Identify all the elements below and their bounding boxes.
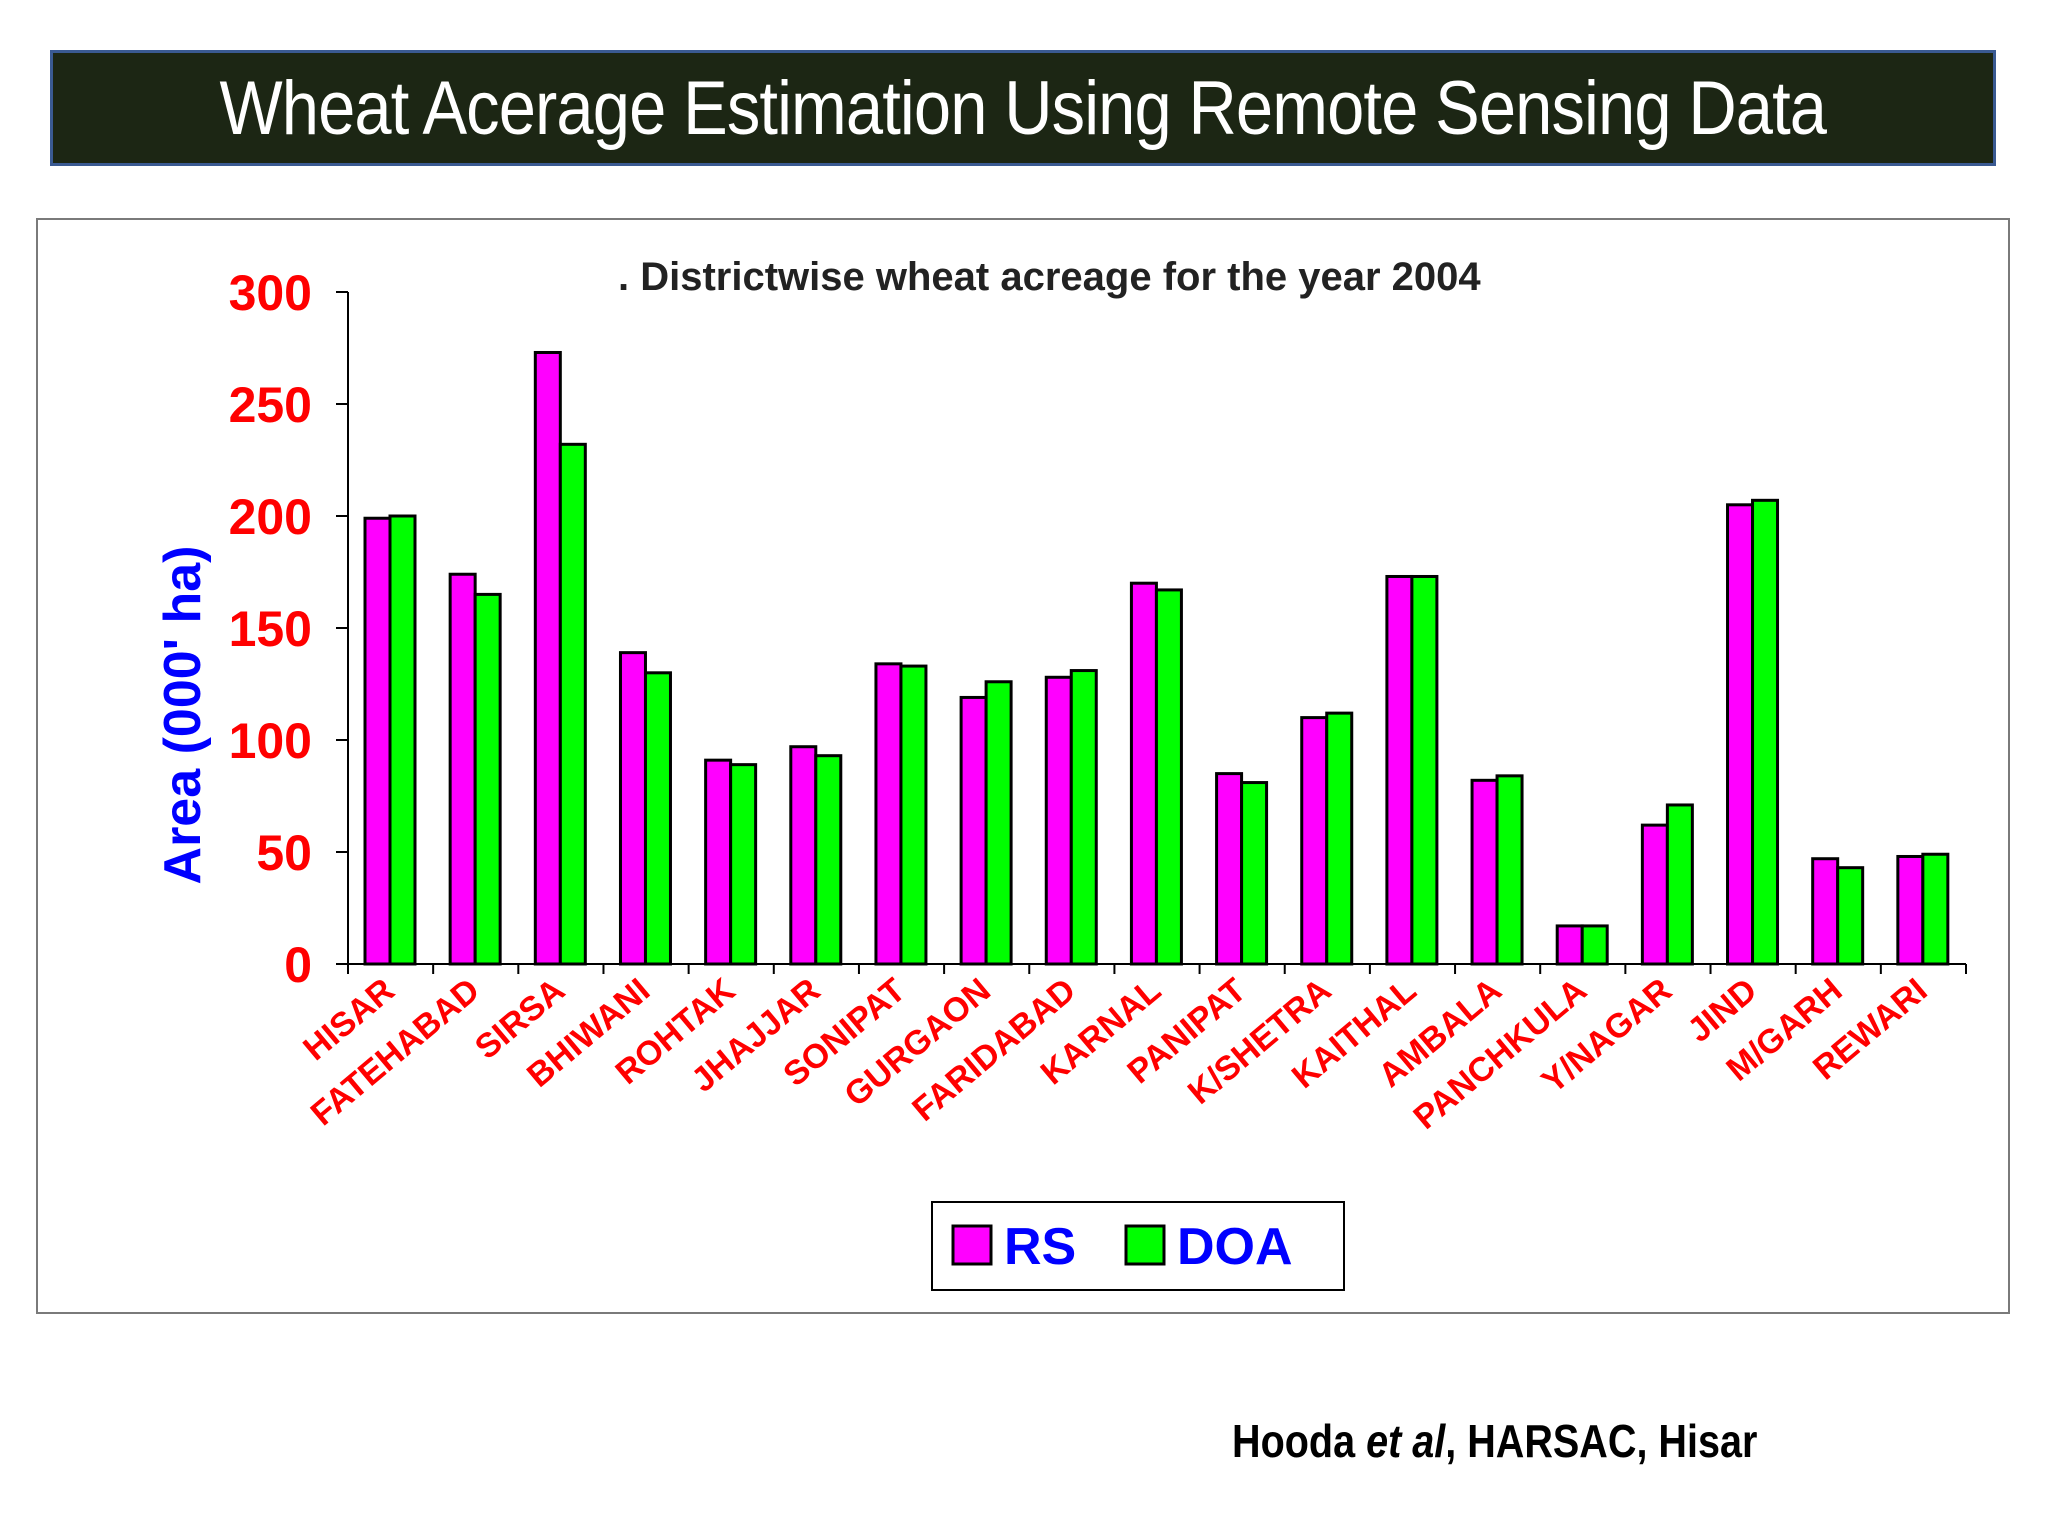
credit-etal: et al bbox=[1366, 1415, 1446, 1467]
y-tick-label: 250 bbox=[229, 377, 312, 433]
y-tick-label: 300 bbox=[229, 265, 312, 321]
bar-doa bbox=[1069, 669, 1098, 966]
bar-rs bbox=[448, 572, 477, 966]
bar-doa bbox=[1665, 803, 1694, 966]
chart-title: . Districtwise wheat acreage for the yea… bbox=[618, 255, 1481, 299]
bar-doa bbox=[1410, 574, 1439, 966]
chart-frame: . Districtwise wheat acreage for the yea… bbox=[36, 218, 2010, 1314]
bar-rs bbox=[704, 758, 733, 966]
legend-swatch-rs bbox=[951, 1224, 993, 1266]
bar-doa bbox=[729, 763, 758, 966]
bar-rs bbox=[1640, 823, 1669, 966]
legend-label-doa: DOA bbox=[1177, 1218, 1293, 1276]
credit-affiliation: , HARSAC, Hisar bbox=[1445, 1415, 1758, 1467]
bar-rs bbox=[1811, 857, 1840, 966]
bar-rs bbox=[1129, 581, 1158, 966]
bar-doa bbox=[1495, 774, 1524, 966]
bar-rs bbox=[1215, 772, 1244, 966]
bar-rs bbox=[1385, 574, 1414, 966]
y-tick-label: 200 bbox=[229, 489, 312, 545]
slide-title: Wheat Acerage Estimation Using Remote Se… bbox=[219, 65, 1827, 151]
y-axis-label: Area (000' ha) bbox=[154, 546, 212, 885]
bar-rs bbox=[1896, 854, 1925, 966]
plot-area: 050100150200250300HISARFATEHABADSIRSABHI… bbox=[229, 265, 1967, 1137]
bar-rs bbox=[1044, 675, 1073, 966]
bar-doa bbox=[1325, 711, 1354, 966]
bar-doa bbox=[388, 514, 417, 966]
bar-doa bbox=[1836, 866, 1865, 966]
bar-rs bbox=[1470, 778, 1499, 966]
bar-doa bbox=[899, 664, 928, 966]
bar-doa bbox=[643, 671, 672, 966]
bar-rs bbox=[874, 662, 903, 966]
bar-rs bbox=[1726, 503, 1755, 966]
y-tick-label: 50 bbox=[256, 825, 312, 881]
legend-label-rs: RS bbox=[1004, 1218, 1076, 1276]
bar-rs bbox=[1555, 924, 1584, 966]
legend-swatch-doa bbox=[1124, 1224, 1166, 1266]
bar-doa bbox=[984, 680, 1013, 966]
bar-rs bbox=[1300, 716, 1329, 966]
bar-rs bbox=[363, 516, 392, 966]
bar-rs bbox=[789, 745, 818, 966]
bar-rs bbox=[533, 350, 562, 966]
y-tick-label: 100 bbox=[229, 713, 312, 769]
bar-doa bbox=[1580, 924, 1609, 966]
bar-doa bbox=[558, 442, 587, 966]
legend: RS DOA bbox=[931, 1201, 1345, 1291]
source-credit: Hooda et al, HARSAC, Hisar bbox=[1232, 1414, 1757, 1468]
y-tick-label: 0 bbox=[284, 937, 312, 993]
bar-doa bbox=[814, 754, 843, 966]
y-tick-label: 150 bbox=[229, 601, 312, 657]
bar-rs bbox=[618, 651, 647, 966]
bar-doa bbox=[473, 592, 502, 966]
bar-chart: . Districtwise wheat acreage for the yea… bbox=[154, 255, 1967, 1291]
bar-rs bbox=[959, 695, 988, 966]
bar-doa bbox=[1154, 588, 1183, 966]
bar-doa bbox=[1240, 781, 1269, 966]
credit-author: Hooda bbox=[1232, 1415, 1356, 1467]
slide-title-bar: Wheat Acerage Estimation Using Remote Se… bbox=[50, 50, 1996, 166]
bar-doa bbox=[1751, 498, 1780, 966]
bar-doa bbox=[1921, 852, 1950, 966]
